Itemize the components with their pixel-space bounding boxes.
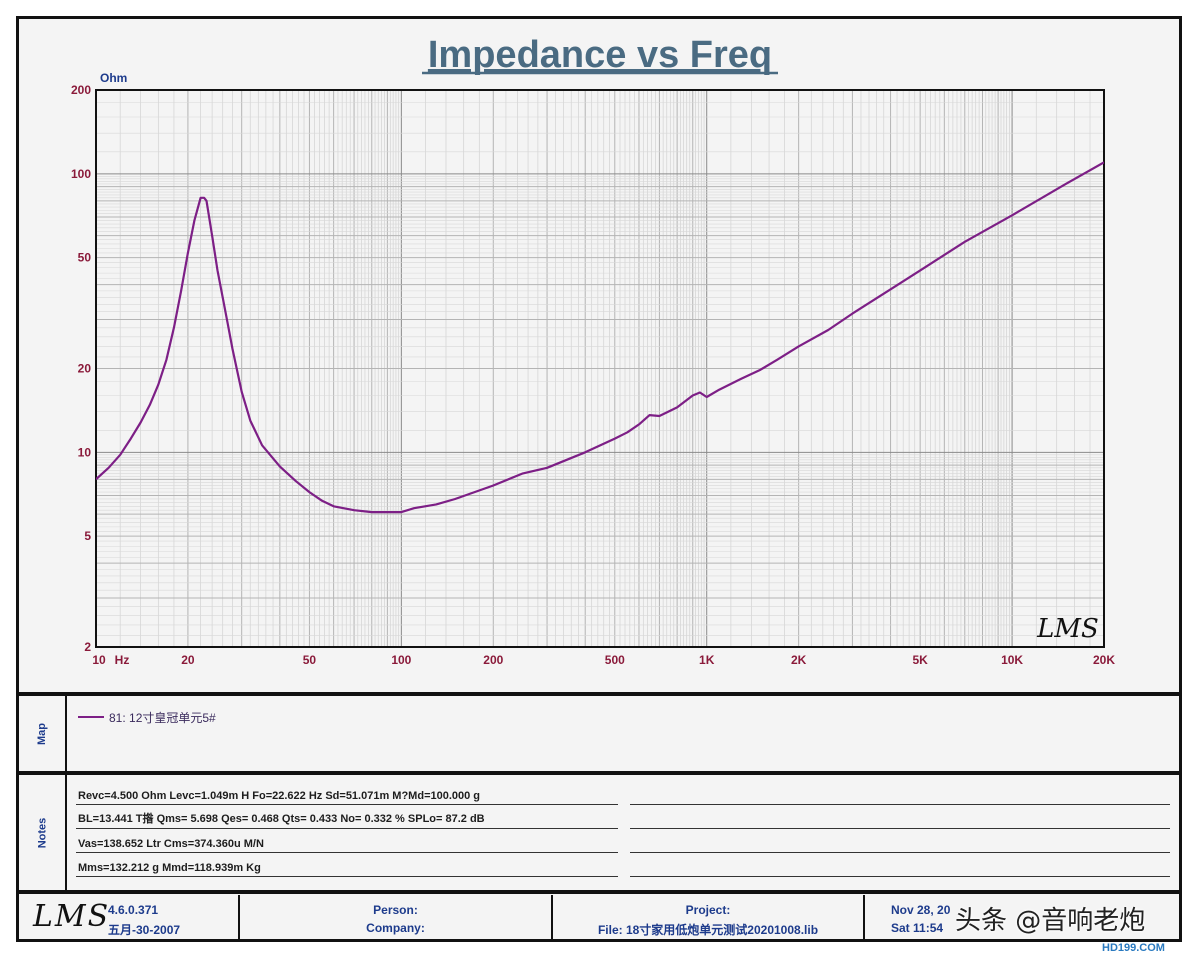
x-unit-label: Hz	[115, 653, 130, 667]
tick-labels: 10 20 50 100 200 500 1K 2K 5K 10K 20K Hz 2 5 10 20 50 100…	[71, 83, 1115, 667]
chart-lms-logo: LMS	[1036, 614, 1099, 644]
map-side-label: Map	[19, 696, 67, 771]
note-line-2: BL=13.441 T揝 Qms= 5.698 Qes= 0.468 Qts= …	[76, 808, 618, 829]
note-text-3: Vas=138.652 Ltr Cms=374.360u M/N	[78, 838, 264, 850]
series-layer	[96, 161, 1104, 514]
footer-company-label: Company:	[366, 921, 425, 935]
note-line-3: Vas=138.652 Ltr Cms=374.360u M/N	[76, 832, 618, 853]
y-tick-label: 2	[84, 640, 91, 654]
x-tick-label: 10	[92, 653, 106, 667]
map-label-text: Map	[36, 722, 48, 745]
footer-person-label: Person:	[373, 903, 418, 917]
footer-version: 4.6.0.371	[108, 903, 159, 917]
separator-notes-footer	[16, 890, 1182, 894]
notes-side-label: Notes	[19, 775, 67, 890]
note-line-1: Revc=4.500 Ohm Levc=1.049m H Fo=22.622 H…	[76, 784, 618, 805]
legend-entry: 81: 12寸皇冠单元5#	[109, 711, 216, 725]
separator-chart-map	[16, 692, 1182, 696]
y-tick-label: 20	[78, 362, 92, 376]
footer-project-cell: Project: File: 18寸家用低炮单元测试20201008.lib	[553, 895, 865, 941]
note-text-4: Mms=132.212 g Mmd=118.939m Kg	[78, 862, 261, 874]
x-tick-label: 500	[605, 653, 625, 667]
x-tick-label: 20	[181, 653, 195, 667]
footer-version-cell: LMS 4.6.0.371 五月-30-2007	[19, 895, 240, 941]
y-tick-label: 50	[78, 251, 92, 265]
chart-title: Impedance vs Freq	[428, 34, 772, 76]
footer-date-line2: Sat 11:54	[891, 921, 944, 935]
x-tick-label: 2K	[791, 653, 807, 667]
impedance-chart: 10 20 50 100 200 500 1K 2K 5K 10K 20K Hz 2 5 10 20 50 100…	[71, 34, 1115, 667]
note-blank-3	[630, 832, 1170, 853]
x-tick-label: 50	[303, 653, 317, 667]
note-blank-4	[630, 856, 1170, 877]
y-tick-label: 200	[71, 83, 91, 97]
watermark-text: 头条 @音响老炮	[955, 906, 1146, 936]
impedance-series-line	[96, 161, 1104, 514]
footer-lms-logo: LMS	[33, 899, 111, 934]
footer-version-date: 五月-30-2007	[108, 923, 181, 937]
note-blank-2	[630, 808, 1170, 829]
chart-grid	[95, 89, 1105, 648]
watermark-site: HD199.COM	[1102, 942, 1165, 954]
legend-swatch	[78, 716, 104, 718]
x-tick-label: 20K	[1093, 653, 1115, 667]
footer-project-label: Project:	[685, 903, 731, 917]
note-text-1: Revc=4.500 Ohm Levc=1.049m H Fo=22.622 H…	[78, 790, 481, 802]
x-tick-label: 100	[391, 653, 411, 667]
footer-date-line1: Nov 28, 20	[891, 903, 951, 917]
footer-file-label: File: 18寸家用低炮单元测试20201008.lib	[597, 923, 819, 937]
x-tick-label: 5K	[912, 653, 928, 667]
y-axis-unit-label: Ohm	[100, 71, 127, 85]
x-tick-label: 1K	[699, 653, 715, 667]
x-tick-label: 200	[483, 653, 503, 667]
footer-person-cell: Person: Company:	[240, 895, 553, 941]
x-tick-label: 10K	[1001, 653, 1023, 667]
y-tick-label: 10	[78, 445, 92, 459]
plot-area-border	[95, 89, 1105, 648]
footer-date-cell: Nov 28, 20 Sat 11:54	[865, 895, 1182, 941]
note-text-2: BL=13.441 T揝 Qms= 5.698 Qes= 0.468 Qts= …	[78, 813, 485, 825]
separator-map-notes	[16, 771, 1182, 775]
y-tick-label: 100	[71, 167, 91, 181]
note-blank-1	[630, 784, 1170, 805]
y-tick-label: 5	[84, 529, 91, 543]
notes-label-text: Notes	[36, 817, 48, 848]
note-line-4: Mms=132.212 g Mmd=118.939m Kg	[76, 856, 618, 877]
